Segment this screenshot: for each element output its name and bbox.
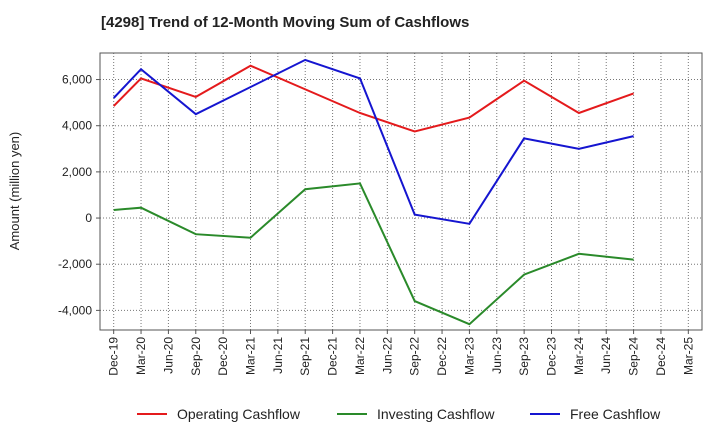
legend-label: Free Cashflow xyxy=(570,406,661,422)
y-tick-label: 4,000 xyxy=(62,119,92,133)
y-tick-label: -2,000 xyxy=(58,257,92,271)
x-tick-label: Dec-24 xyxy=(654,337,668,376)
x-tick-label: Dec-21 xyxy=(326,337,340,376)
x-tick-label: Mar-21 xyxy=(244,337,258,375)
x-tick-label: Mar-23 xyxy=(462,337,476,375)
grid-lines xyxy=(100,53,702,330)
y-axis-ticks: -4,000 -2,000 0 2,000 4,000 6,000 xyxy=(58,73,100,317)
y-tick-label: 2,000 xyxy=(62,165,92,179)
series-line xyxy=(112,58,634,225)
x-tick-label: Mar-24 xyxy=(572,337,586,375)
x-tick-label: Sep-21 xyxy=(298,337,312,376)
y-tick-label: -4,000 xyxy=(58,303,92,317)
x-tick-label: Sep-22 xyxy=(408,337,422,376)
x-axis-ticks: Dec-19 Mar-20 Jun-20 Sep-20 Dec-20 Mar-21 Jun-… xyxy=(107,330,695,376)
series-lines xyxy=(112,58,634,326)
y-tick-label: 6,000 xyxy=(62,73,92,87)
x-tick-label: Jun-21 xyxy=(271,337,285,374)
legend-label: Investing Cashflow xyxy=(377,406,495,422)
y-tick-label: 0 xyxy=(85,211,92,225)
x-tick-label: Jun-24 xyxy=(599,337,613,374)
legend-label: Operating Cashflow xyxy=(177,406,301,422)
x-tick-label: Dec-23 xyxy=(545,337,559,376)
x-tick-label: Jun-20 xyxy=(161,337,175,374)
x-tick-label: Mar-20 xyxy=(134,337,148,375)
legend: Operating Cashflow Investing Cashflow Free… xyxy=(137,406,661,422)
x-tick-label: Jun-23 xyxy=(490,337,504,374)
series-line xyxy=(113,182,634,326)
y-axis-title: Amount (million yen) xyxy=(7,132,22,251)
x-tick-label: Sep-23 xyxy=(517,337,531,376)
x-tick-label: Sep-20 xyxy=(189,337,203,376)
x-tick-label: Dec-20 xyxy=(216,337,230,376)
chart-title: [4298] Trend of 12-Month Moving Sum of C… xyxy=(101,14,470,31)
x-tick-label: Dec-22 xyxy=(435,337,449,376)
x-tick-label: Sep-24 xyxy=(627,337,641,376)
x-tick-label: Jun-22 xyxy=(380,337,394,374)
x-tick-label: Mar-25 xyxy=(681,337,695,375)
series-line xyxy=(112,64,634,133)
x-tick-label: Dec-19 xyxy=(107,337,121,376)
x-tick-label: Mar-22 xyxy=(353,337,367,375)
plot-frame xyxy=(99,52,703,331)
